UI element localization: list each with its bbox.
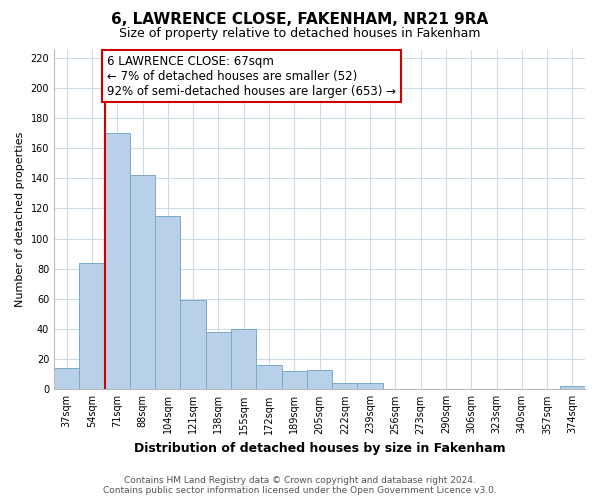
Bar [281, 371, 307, 390]
Bar [181, 300, 206, 390]
Bar [256, 365, 281, 390]
Bar [307, 370, 332, 390]
Bar [358, 384, 383, 390]
Bar [560, 386, 585, 390]
Text: 6, LAWRENCE CLOSE, FAKENHAM, NR21 9RA: 6, LAWRENCE CLOSE, FAKENHAM, NR21 9RA [112, 12, 488, 28]
Bar [104, 133, 130, 390]
Bar [332, 384, 358, 390]
Y-axis label: Number of detached properties: Number of detached properties [15, 132, 25, 308]
Bar [54, 368, 79, 390]
Bar [206, 332, 231, 390]
Bar [231, 329, 256, 390]
Bar [130, 175, 155, 390]
Text: 6 LAWRENCE CLOSE: 67sqm
← 7% of detached houses are smaller (52)
92% of semi-det: 6 LAWRENCE CLOSE: 67sqm ← 7% of detached… [107, 54, 396, 98]
Text: Contains HM Land Registry data © Crown copyright and database right 2024.
Contai: Contains HM Land Registry data © Crown c… [103, 476, 497, 495]
Bar [155, 216, 181, 390]
Text: Size of property relative to detached houses in Fakenham: Size of property relative to detached ho… [119, 28, 481, 40]
X-axis label: Distribution of detached houses by size in Fakenham: Distribution of detached houses by size … [134, 442, 505, 455]
Bar [79, 262, 104, 390]
